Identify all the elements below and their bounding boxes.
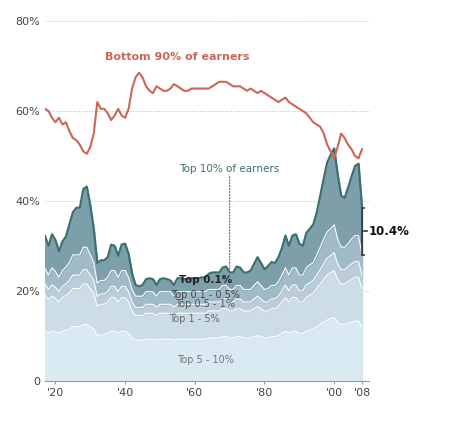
- Text: Top 0.1%: Top 0.1%: [179, 275, 232, 285]
- Text: Top 5 - 10%: Top 5 - 10%: [177, 355, 234, 365]
- Text: Top 1 - 5%: Top 1 - 5%: [170, 313, 220, 324]
- Text: 10.4%: 10.4%: [369, 225, 410, 238]
- Text: Top 0.1 - 0.5%: Top 0.1 - 0.5%: [171, 290, 240, 300]
- Text: Top 10% of earners: Top 10% of earners: [180, 164, 280, 269]
- Text: Bottom 90% of earners: Bottom 90% of earners: [105, 52, 250, 62]
- Text: Top 0.5 - 1%: Top 0.5 - 1%: [176, 299, 235, 309]
